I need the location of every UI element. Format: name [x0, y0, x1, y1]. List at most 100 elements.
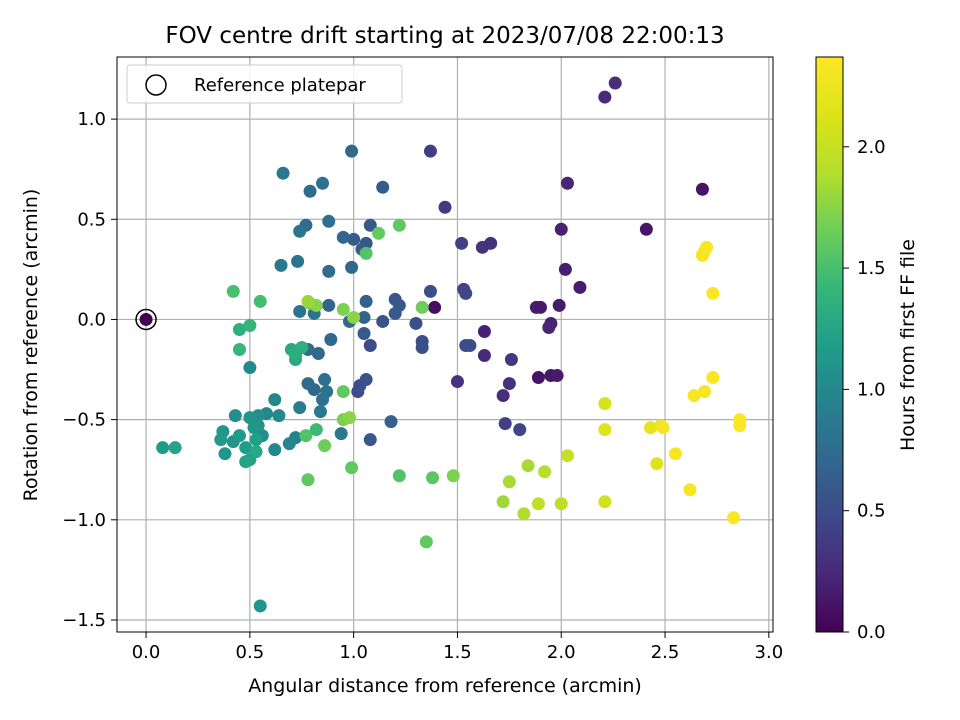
- data-point: [345, 144, 359, 158]
- data-point: [419, 535, 433, 549]
- data-point: [650, 457, 664, 471]
- data-point: [538, 465, 552, 479]
- data-point: [268, 393, 282, 407]
- data-point: [598, 90, 612, 104]
- colorbar-gradient: [815, 56, 844, 633]
- data-point: [322, 214, 336, 228]
- data-point: [573, 280, 587, 294]
- data-point: [249, 445, 263, 459]
- data-point: [307, 383, 321, 397]
- data-point: [357, 310, 371, 324]
- data-point: [426, 471, 440, 485]
- data-point: [276, 166, 290, 180]
- x-tick-label: 2.0: [547, 642, 576, 663]
- data-point: [249, 433, 263, 447]
- colorbar-tick-label: 2.0: [857, 137, 886, 158]
- data-point: [243, 361, 257, 375]
- legend: Reference platepar: [126, 64, 403, 104]
- data-point: [351, 385, 365, 399]
- data-point: [372, 226, 386, 240]
- data-point: [316, 393, 330, 407]
- data-point: [706, 286, 720, 300]
- data-point: [700, 240, 714, 254]
- data-point: [243, 411, 257, 425]
- data-point: [560, 449, 574, 463]
- data-point: [531, 371, 545, 385]
- data-point: [239, 441, 253, 455]
- colorbar-tick-label: 1.0: [857, 379, 886, 400]
- data-point: [336, 302, 350, 316]
- data-point: [504, 353, 518, 367]
- data-point: [359, 246, 373, 260]
- data-point: [639, 222, 653, 236]
- data-point: [428, 300, 442, 314]
- data-point: [253, 599, 267, 613]
- data-point: [598, 397, 612, 411]
- data-point: [513, 423, 527, 437]
- data-point: [336, 385, 350, 399]
- data-point: [384, 415, 398, 429]
- data-point: [438, 200, 452, 214]
- data-point: [345, 461, 359, 475]
- data-point: [272, 409, 286, 423]
- data-point: [232, 429, 246, 443]
- data-point: [388, 306, 402, 320]
- y-axis-label: Rotation from reference (arcmin): [20, 189, 42, 502]
- data-point: [502, 475, 516, 489]
- y-tick-label: −0.5: [62, 410, 106, 431]
- data-point: [274, 258, 288, 272]
- data-point: [517, 507, 531, 521]
- data-point: [347, 310, 361, 324]
- data-point: [293, 224, 307, 238]
- data-point: [313, 405, 327, 419]
- colorbar-label: Hours from first FF file: [897, 239, 919, 451]
- chart-title: FOV centre drift starting at 2023/07/08 …: [165, 23, 724, 49]
- data-point: [695, 182, 709, 196]
- data-point: [376, 180, 390, 194]
- data-point: [477, 324, 491, 338]
- data-point: [226, 284, 240, 298]
- data-point: [301, 294, 315, 308]
- data-point: [309, 423, 323, 437]
- data-point: [322, 264, 336, 278]
- data-point: [423, 284, 437, 298]
- data-point: [293, 401, 307, 415]
- data-point: [168, 441, 182, 455]
- y-tick-label: 1.0: [77, 109, 106, 130]
- data-point: [299, 429, 313, 443]
- x-tick-label: 1.0: [339, 642, 368, 663]
- data-point: [727, 511, 741, 525]
- data-point: [282, 437, 296, 451]
- y-axis-ticks: −1.5 −1.0 −0.5 0.0 0.5 1.0: [62, 109, 117, 631]
- data-point: [459, 286, 473, 300]
- colorbar: 0.0 0.5 1.0 1.5 2.0 Hours from first FF file: [815, 56, 919, 643]
- data-point: [598, 495, 612, 509]
- data-point: [392, 218, 406, 232]
- reference-point-ring: [135, 308, 157, 331]
- colorbar-ticks: 0.0 0.5 1.0 1.5 2.0: [843, 137, 886, 643]
- data-point: [343, 411, 357, 425]
- data-point: [668, 447, 682, 461]
- data-point: [687, 389, 701, 403]
- data-point: [289, 349, 303, 363]
- data-point: [706, 371, 720, 385]
- data-point: [415, 341, 429, 355]
- data-point: [656, 421, 670, 435]
- legend-entry-reference: Reference platepar: [194, 75, 366, 96]
- data-point: [496, 495, 510, 509]
- data-point: [363, 218, 377, 232]
- data-point: [291, 254, 305, 268]
- data-point: [423, 144, 437, 158]
- colorbar-tick-label: 1.5: [857, 258, 886, 279]
- data-point: [324, 332, 338, 346]
- data-point: [347, 232, 361, 246]
- x-tick-label: 0.5: [236, 642, 265, 663]
- colorbar-tick-label: 0.0: [857, 622, 886, 643]
- data-point: [450, 375, 464, 389]
- data-point: [498, 417, 512, 431]
- data-point: [455, 236, 469, 250]
- y-tick-label: 0.0: [77, 309, 106, 330]
- data-point: [463, 339, 477, 353]
- data-point: [218, 447, 232, 461]
